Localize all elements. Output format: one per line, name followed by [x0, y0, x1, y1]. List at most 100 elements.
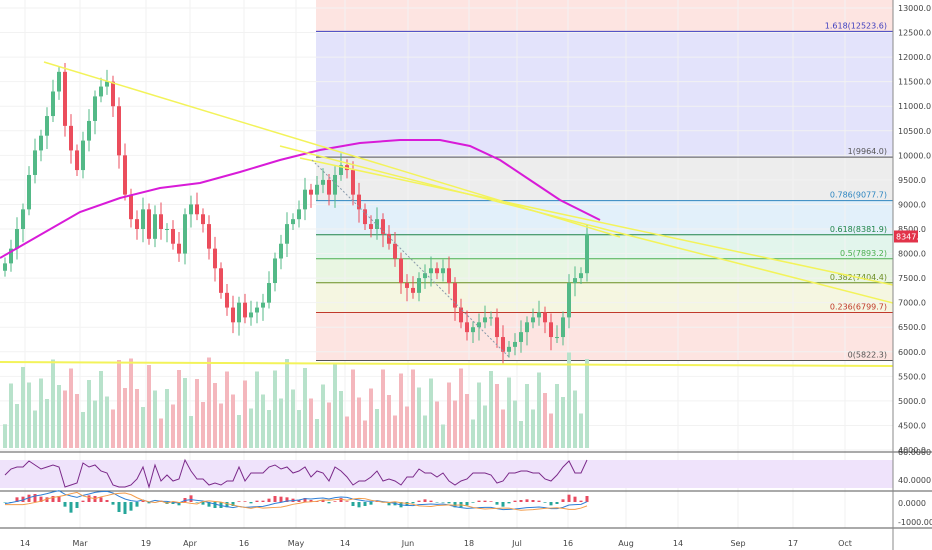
candle-body: [339, 165, 343, 175]
volume-bar: [267, 410, 271, 448]
volume-bar: [261, 394, 265, 448]
candle-body: [51, 91, 55, 117]
candle-body: [387, 233, 391, 244]
candle-body: [585, 233, 589, 274]
macd-histogram-bar: [525, 499, 529, 502]
macd-histogram-bar: [243, 501, 247, 502]
macd-histogram-bar: [279, 496, 283, 502]
macd-histogram-bar: [147, 502, 151, 504]
candle-body: [69, 125, 73, 151]
macd-histogram-bar: [501, 502, 505, 507]
volume-bar: [381, 369, 385, 448]
volume-bar: [453, 400, 457, 448]
fib-label-2: 0.786(9077.7): [830, 191, 887, 200]
fib-zone-6: [316, 282, 893, 313]
candle-body: [549, 322, 553, 338]
x-tick-label: 16: [563, 539, 573, 548]
volume-bar: [315, 419, 319, 448]
candle-body: [435, 268, 439, 274]
volume-bar: [273, 370, 277, 448]
candle-body: [477, 322, 481, 328]
x-tick-label: Sep: [730, 539, 745, 548]
macd-histogram-bar: [267, 498, 271, 502]
fib-label-4: 0.5(7893.2): [840, 249, 887, 258]
candle-body: [363, 209, 367, 225]
macd-histogram-bar: [255, 500, 259, 502]
candle-body: [237, 302, 241, 323]
volume-bar: [471, 419, 475, 448]
macd-histogram-bar: [465, 502, 469, 506]
volume-bar: [489, 371, 493, 448]
candle-body: [525, 322, 529, 333]
macd-histogram-bar: [135, 502, 139, 507]
volume-bar: [543, 393, 547, 448]
candle-body: [315, 184, 319, 195]
volume-bar: [135, 389, 139, 448]
candle-body: [75, 150, 79, 171]
candle-body: [153, 214, 157, 239]
candle-body: [471, 327, 475, 333]
macd-histogram-bar: [39, 496, 43, 502]
candle-body: [33, 150, 37, 175]
macd-histogram-bar: [345, 501, 349, 502]
candle-body: [111, 81, 115, 107]
fib-zone-2: [316, 157, 893, 201]
candle-body: [441, 268, 445, 274]
candle-body: [99, 86, 103, 97]
fib-label-3: 0.618(8381.9): [830, 225, 887, 234]
volume-bar: [27, 382, 31, 448]
volume-bar: [291, 389, 295, 448]
macd-histogram-bar: [357, 502, 361, 508]
volume-bar: [57, 385, 61, 448]
volume-bar: [495, 384, 499, 448]
volume-bar: [99, 371, 103, 448]
candle-body: [447, 268, 451, 284]
volume-bar: [171, 404, 175, 448]
volume-bar: [243, 380, 247, 448]
volume-bar: [225, 371, 229, 448]
candle-body: [279, 243, 283, 259]
y-tick-label: 8500.0: [898, 225, 926, 234]
candlestick-series: [3, 63, 589, 366]
candle-body: [537, 312, 541, 318]
candle-body: [135, 219, 139, 229]
macd-histogram-bar: [351, 502, 355, 506]
candle-body: [117, 106, 121, 156]
macd-histogram-bar: [561, 499, 565, 502]
volume-bar: [393, 415, 397, 448]
macd-histogram-bar: [543, 502, 547, 503]
fib-label-0: 1.618(12523.6): [825, 21, 887, 30]
macd-histogram-bar: [45, 497, 49, 502]
y-tick-label: 11000.0: [898, 102, 931, 111]
macd-histogram-bar: [273, 496, 277, 502]
volume-bar: [249, 408, 253, 448]
candle-body: [429, 268, 433, 274]
volume-bar: [303, 368, 307, 448]
macd-histogram-bar: [447, 502, 451, 504]
volume-bar: [159, 418, 163, 448]
candle-body: [87, 120, 91, 141]
volume-bar: [219, 403, 223, 448]
macd-histogram-bar: [99, 497, 103, 502]
volume-bar: [555, 384, 559, 448]
volume-bar: [501, 409, 505, 448]
candle-body: [285, 224, 289, 244]
macd-histogram-bar: [423, 499, 427, 502]
macd-histogram-bar: [225, 502, 229, 508]
volume-bar: [549, 413, 553, 448]
candle-body: [267, 283, 271, 303]
macd-histogram-bar: [435, 502, 439, 503]
candle-body: [3, 263, 7, 271]
y-tick-label: 4000.0: [898, 446, 926, 455]
volume-bar: [531, 409, 535, 448]
candle-body: [195, 204, 199, 215]
volume-bar: [93, 400, 97, 448]
macd-histogram-bar: [471, 502, 475, 503]
macd-tick-label: -1000.0000: [898, 518, 932, 527]
candle-body: [219, 268, 223, 293]
volume-bar: [45, 399, 49, 448]
candle-body: [213, 248, 217, 269]
fib-label-1: 1(9964.0): [848, 147, 887, 156]
volume-bar: [207, 357, 211, 448]
candle-body: [93, 96, 97, 121]
